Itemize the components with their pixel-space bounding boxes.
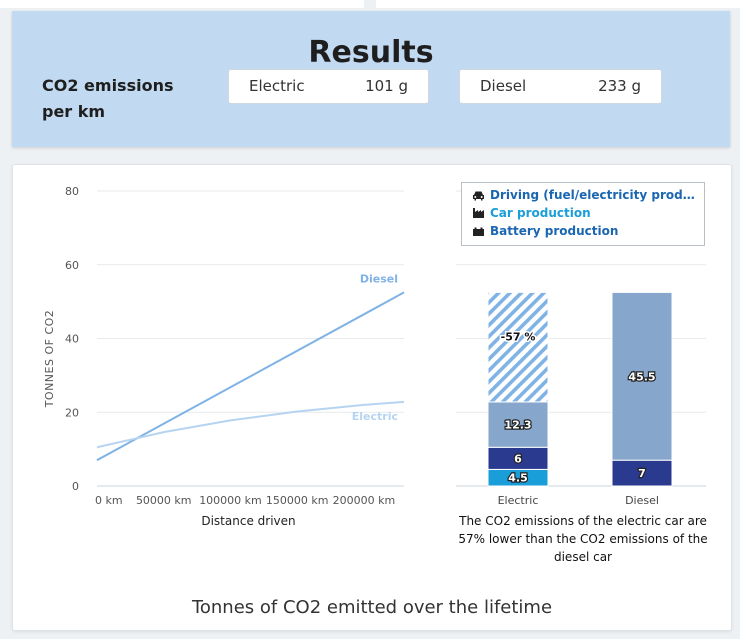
line-chart-x-tick-label: 200000 km (333, 494, 396, 507)
line-chart-x-axis-title: Distance driven (201, 514, 295, 528)
legend-item-driving[interactable]: Driving (fuel/electricity production) (472, 188, 700, 206)
legend-car-production-label: Car production (490, 206, 591, 220)
diesel-label: Diesel (480, 77, 527, 95)
factory-icon (472, 207, 486, 222)
bar-saving-segment[interactable] (487, 291, 549, 403)
line-chart-y-axis-title: TONNES OF CO2 (43, 310, 56, 409)
legend-driving-label: Driving (fuel/electricity production) (490, 188, 700, 202)
line-chart-x-tick-label: 100000 km (199, 494, 262, 507)
lifetime-chart-title: Tonnes of CO2 emitted over the lifetime (191, 597, 553, 618)
line-series-diesel[interactable] (96, 291, 405, 462)
bar-segment-value-label: 12.3 (504, 419, 531, 432)
line-series-label: Electric (352, 410, 398, 423)
comparison-caption: The CO2 emissions of the electric car ar… (458, 514, 708, 564)
electric-label: Electric (249, 77, 305, 95)
top-card-edge-left (0, 0, 364, 8)
electric-value: 101 g (365, 77, 408, 95)
bar-segment[interactable] (611, 291, 673, 461)
charts-svg: 0 20 40 60 80 0 km 50000 km 100000 km 150000 km 2… (43, 185, 706, 528)
bar-segment-value-label: 4.5 (508, 472, 528, 485)
electric-value-box: Electric 101 g (228, 69, 429, 104)
diesel-value: 233 g (598, 77, 641, 95)
bar-segment[interactable] (487, 401, 549, 448)
line-chart-y-tick-label: 60 (65, 259, 79, 272)
line-chart-x-tick-label: 150000 km (266, 494, 329, 507)
lifetime-line-chart: 0 20 40 60 80 0 km 50000 km 100000 km 150000 km 2… (43, 185, 405, 528)
bar-category-label: Diesel (625, 494, 659, 507)
bar-segment-value-label: 6 (514, 452, 522, 465)
bar-chart-legend: Driving (fuel/electricity production) Ca… (461, 182, 705, 246)
results-panel: Results CO2 emissions per km Electric 10… (12, 11, 730, 147)
line-series-label: Diesel (360, 272, 398, 285)
bar-segment-value-label: 45.5 (628, 370, 655, 383)
line-chart-y-tick-label: 40 (65, 333, 79, 346)
legend-item-car-production[interactable]: Car production (472, 206, 700, 224)
diesel-value-box: Diesel 233 g (459, 69, 662, 104)
results-title: Results (308, 35, 434, 70)
bar-category-label: Electric (498, 494, 539, 507)
bar-saving-label: -57 % (501, 331, 536, 344)
top-card-edge-right (376, 0, 740, 8)
legend-battery-label: Battery production (490, 224, 619, 238)
line-chart-x-tick-label: 50000 km (136, 494, 192, 507)
battery-icon (472, 226, 486, 240)
line-chart-x-tick-label: 0 km (95, 494, 123, 507)
line-series-electric[interactable] (96, 400, 405, 449)
stacked-bar-chart: 4.5 6 12.3 -57 % Electric 7 45.5 Diesel (456, 190, 706, 507)
co2-emissions-label: CO2 emissions per km (42, 76, 174, 121)
line-chart-y-tick-label: 80 (65, 185, 79, 198)
chart-panel: 0 20 40 60 80 0 km 50000 km 100000 km 150000 km 2… (12, 164, 732, 631)
car-icon (472, 190, 486, 204)
line-chart-y-tick-label: 0 (72, 480, 79, 493)
line-chart-y-tick-label: 20 (65, 406, 79, 419)
legend-item-battery[interactable]: Battery production (472, 224, 700, 242)
bar-segment-value-label: 7 (638, 467, 646, 480)
